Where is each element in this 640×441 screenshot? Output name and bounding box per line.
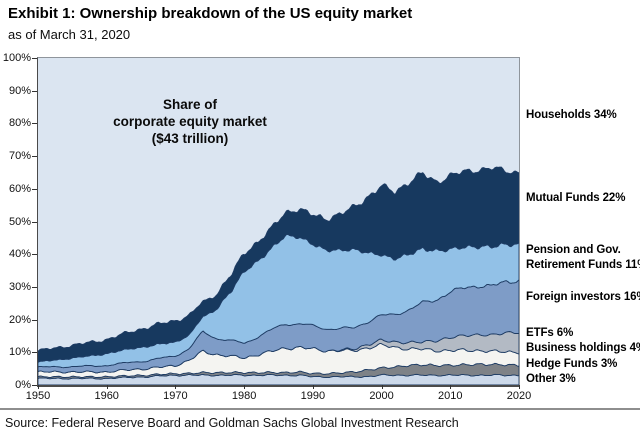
x-axis-tick <box>175 385 177 389</box>
y-axis-tick <box>32 221 37 223</box>
y-axis-tick <box>32 123 37 125</box>
y-axis-tick <box>32 156 37 158</box>
annotation-line-3: ($43 trillion) <box>151 131 229 146</box>
x-axis-label: 1950 <box>25 390 51 402</box>
source-note: Source: Federal Reserve Board and Goldma… <box>5 416 459 430</box>
stacked-area-chart <box>38 58 519 385</box>
footer-divider <box>0 408 640 410</box>
y-axis-label: 30% <box>8 280 31 293</box>
page-subtitle: as of March 31, 2020 <box>8 27 131 42</box>
x-axis-tick <box>38 385 39 389</box>
y-axis-tick <box>32 254 37 256</box>
y-axis-label: 20% <box>8 313 31 326</box>
band-mutual-funds <box>38 166 519 363</box>
chart-annotation: Share of corporate equity market ($43 tr… <box>70 96 310 147</box>
y-axis-tick <box>32 352 37 354</box>
y-axis-tick <box>32 188 37 190</box>
x-axis-tick <box>381 385 383 389</box>
y-axis-label: 10% <box>8 346 31 359</box>
y-axis-label: 0% <box>15 379 31 391</box>
series-label-business-holdings: Business holdings 4% <box>526 342 640 354</box>
y-axis-tick <box>32 90 37 92</box>
y-axis-label: 60% <box>8 182 31 195</box>
x-axis-tick <box>106 385 108 389</box>
y-axis-label: 80% <box>8 117 31 130</box>
series-label-pension-and-gov: Pension and Gov. Retirement Funds 11% <box>526 244 640 271</box>
y-axis-tick <box>32 385 37 386</box>
x-axis-label: 1990 <box>300 390 326 402</box>
x-axis-label: 2020 <box>506 390 532 402</box>
y-axis-tick <box>32 58 37 59</box>
x-axis-label: 2000 <box>369 390 394 402</box>
x-axis-label: 1970 <box>163 390 188 402</box>
page-title: Exhibit 1: Ownership breakdown of the US… <box>8 5 413 22</box>
y-axis-label: 70% <box>8 150 31 163</box>
series-label-mutual-funds: Mutual Funds 22% <box>526 192 626 204</box>
y-axis-tick <box>32 286 37 288</box>
series-label-hedge-funds: Hedge Funds 3% <box>526 358 618 370</box>
stacked-area-plot <box>38 58 519 385</box>
x-axis-tick <box>244 385 246 389</box>
series-label-other: Other 3% <box>526 373 576 385</box>
series-label-households: Households 34% <box>526 109 617 121</box>
y-axis-label: 50% <box>8 215 31 228</box>
x-axis-tick <box>519 385 520 389</box>
x-axis-label: 1960 <box>94 390 119 402</box>
x-axis-tick <box>450 385 452 389</box>
x-axis-label: 2010 <box>438 390 463 402</box>
annotation-line-1: Share of <box>162 97 217 112</box>
y-axis-label: 100% <box>2 52 31 64</box>
x-axis-tick <box>312 385 314 389</box>
series-label-etfs: ETFs 6% <box>526 327 574 339</box>
y-axis-tick <box>32 319 37 321</box>
annotation-line-2: corporate equity market <box>113 114 267 129</box>
y-axis-label: 90% <box>8 84 31 97</box>
series-label-foreign-investors: Foreign investors 16% <box>526 291 640 303</box>
x-axis-label: 1980 <box>231 390 257 402</box>
y-axis-label: 40% <box>8 248 31 261</box>
